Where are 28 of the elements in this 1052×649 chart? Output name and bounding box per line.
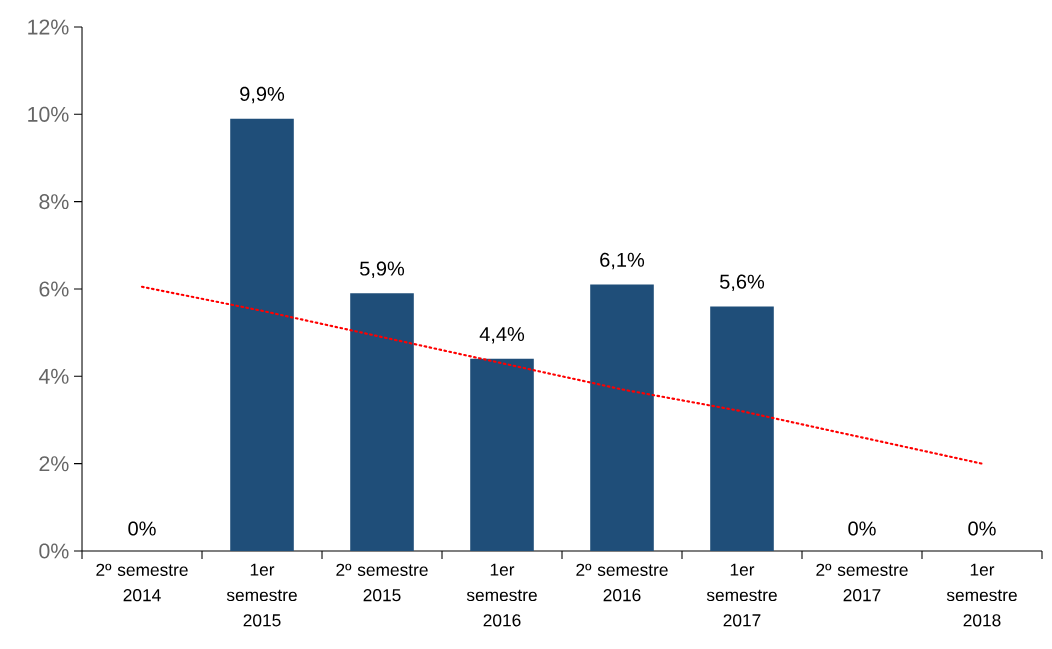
x-tick-label: 2º semestre 2016 <box>576 563 668 602</box>
y-tick-label: 12% <box>28 19 69 35</box>
data-label: 0% <box>968 521 996 536</box>
data-label: 0% <box>128 521 156 536</box>
x-tick-label: 2º semestre 2017 <box>816 563 908 602</box>
y-tick-label: 4% <box>38 368 69 384</box>
data-label: 0% <box>848 521 876 536</box>
x-tick-label: 1er semestre 2018 <box>946 563 1017 627</box>
y-tick-label: 6% <box>39 281 69 297</box>
y-tick-label: 2% <box>39 456 69 472</box>
x-tick-label: 2º semestre 2015 <box>336 563 428 602</box>
bar <box>350 293 414 551</box>
bar <box>590 284 654 551</box>
data-label: 4,4% <box>479 327 525 344</box>
y-tick-label: 8% <box>39 194 69 210</box>
data-label: 5,6% <box>720 274 765 292</box>
y-tick-label: 0% <box>39 543 69 559</box>
bar <box>710 306 774 551</box>
x-tick-label: 2º semestre 2014 <box>96 563 188 602</box>
x-tick-label: 1er semestre 2016 <box>466 563 537 627</box>
bar <box>470 358 534 551</box>
x-tick-label: 1er semestre 2017 <box>706 563 777 627</box>
y-tick-label: 10% <box>28 106 69 122</box>
x-tick-label: 1er semestre 2015 <box>226 563 297 627</box>
bar <box>230 118 294 551</box>
data-label: 9,9% <box>240 86 285 104</box>
data-label: 6,1% <box>600 252 645 270</box>
data-label: 5,9% <box>360 261 405 278</box>
